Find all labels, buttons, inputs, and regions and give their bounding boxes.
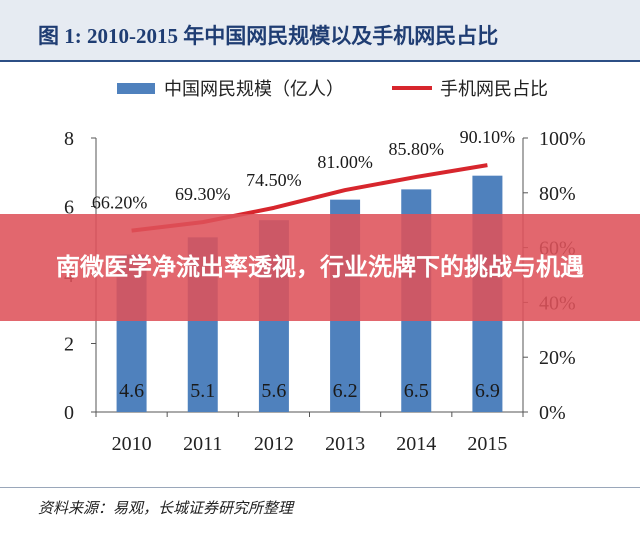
bar-value-label: 5.6 (261, 380, 286, 402)
line-value-label: 81.00% (317, 152, 373, 172)
bar-value-label: 6.5 (404, 380, 429, 402)
bar-value-label: 4.6 (119, 380, 144, 402)
line-value-label: 74.50% (246, 170, 302, 190)
right-tick-label: 100% (539, 128, 586, 150)
x-tick-label: 2015 (467, 433, 507, 455)
right-tick-label: 20% (539, 347, 576, 369)
line-value-label: 66.20% (92, 193, 148, 213)
line-labels: 66.20% 69.30% 74.50% 81.00% 85.80% 90.10% (92, 127, 515, 212)
line-value-label: 69.30% (175, 184, 231, 204)
legend: 中国网民规模（亿人） 手机网民占比 (117, 79, 548, 99)
x-tick-label: 2014 (396, 433, 436, 455)
legend-line-label: 手机网民占比 (440, 79, 548, 99)
footer-divider (0, 487, 640, 488)
figure-title: 图 1: 2010-2015 年中国网民规模以及手机网民占比 (38, 24, 499, 48)
left-tick-label: 8 (64, 128, 74, 150)
left-tick-label: 0 (64, 402, 74, 424)
figure-header: 图 1: 2010-2015 年中国网民规模以及手机网民占比 (0, 0, 640, 62)
line-value-label: 85.80% (389, 139, 445, 159)
bar-value-label: 6.2 (333, 380, 358, 402)
x-tick-label: 2013 (325, 433, 365, 455)
line-value-label: 90.10% (460, 127, 516, 147)
bar-labels: 4.6 5.1 5.6 6.2 6.5 6.9 (119, 380, 500, 402)
x-tick-label: 2010 (112, 433, 152, 455)
banner-text: 南微医学净流出率透视，行业洗牌下的挑战与机遇 (56, 253, 584, 281)
legend-bar-label: 中国网民规模（亿人） (164, 79, 344, 99)
left-tick-label: 6 (64, 197, 74, 219)
overlay-banner: 南微医学净流出率透视，行业洗牌下的挑战与机遇 (0, 214, 640, 321)
source-note: 资料来源：易观，长城证券研究所整理 (38, 501, 294, 517)
bar-value-label: 6.9 (475, 380, 500, 402)
bar-value-label: 5.1 (190, 380, 215, 402)
legend-bar-swatch (117, 83, 155, 94)
right-tick-label: 0% (539, 402, 566, 424)
x-tick-label: 2012 (254, 433, 294, 455)
right-tick-label: 80% (539, 183, 576, 205)
left-tick-label: 2 (64, 334, 74, 356)
x-tick-labels: 2010 2011 2012 2013 2014 2015 (112, 433, 508, 455)
x-tick-label: 2011 (183, 433, 222, 455)
